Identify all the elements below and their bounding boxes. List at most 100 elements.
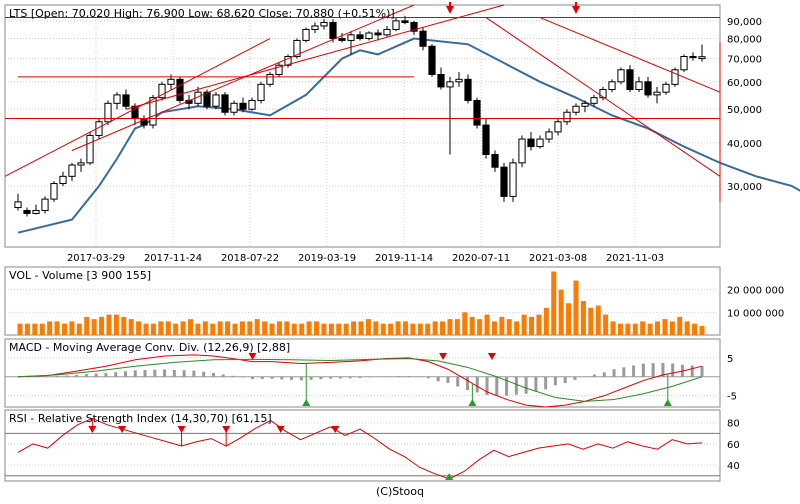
candle-body-down <box>221 94 229 113</box>
macd-sell-icon <box>439 353 448 360</box>
candle-body-up <box>365 32 373 40</box>
trend-line <box>485 17 721 177</box>
date-tick-label: 2017-03-29 <box>67 253 125 264</box>
price-x-axis: 2017-03-29 2017-11-24 2018-07-22 2019-03-19… <box>67 253 664 264</box>
candle <box>455 72 463 87</box>
candle-body-up <box>293 39 301 57</box>
volume-bar <box>529 316 534 335</box>
rsi-tick-label: 40 <box>727 461 740 472</box>
volume-bar <box>343 323 349 335</box>
candle <box>59 171 67 187</box>
volume-bar <box>113 314 119 335</box>
candle <box>122 89 130 110</box>
candle <box>617 67 625 85</box>
rsi-buy-icon <box>445 473 454 480</box>
macd-histogram-bar <box>104 373 108 377</box>
candle-body-down <box>203 91 211 107</box>
macd-histogram-bar <box>641 363 645 377</box>
macd-panel: 5 -5 MACD - Moving Average Conv. Div. (12… <box>4 338 737 408</box>
macd-histogram-bar <box>495 376 499 396</box>
price-tick-label: 70,000 <box>727 55 762 66</box>
volume-panel: 20 000 000 10 000 000 VOL - Volume [3 900… <box>4 266 784 336</box>
candle <box>257 81 265 104</box>
candle-body-up <box>536 138 544 148</box>
candle <box>581 100 589 113</box>
candle-body-up <box>698 56 706 60</box>
volume-bar <box>432 321 438 335</box>
macd-lines <box>17 354 703 408</box>
macd-histogram-bar <box>573 376 577 380</box>
volume-bar <box>195 323 201 335</box>
candle-body-up <box>275 64 283 75</box>
candle-body-up <box>545 131 553 140</box>
rsi-y-axis: 80 60 40 <box>727 419 740 472</box>
volume-bar <box>499 316 505 335</box>
volume-bar <box>321 323 327 335</box>
macd-histogram-bar <box>583 376 587 378</box>
volume-bar <box>558 289 564 335</box>
date-tick-label: 2017-11-24 <box>144 253 202 264</box>
candle-body-up <box>347 34 355 41</box>
candle-body-down <box>122 94 130 107</box>
macd-histogram-bar <box>36 376 40 378</box>
macd-histogram-bar <box>651 363 655 377</box>
macd-signal-line <box>17 358 703 402</box>
candle-body-up <box>446 81 454 88</box>
candle <box>275 62 283 77</box>
candle <box>32 204 40 215</box>
candle <box>464 74 472 104</box>
volume-bar <box>299 323 305 335</box>
candle-body-down <box>176 78 184 101</box>
volume-bar <box>588 307 594 335</box>
sell-arrow-icon <box>446 6 454 14</box>
candle-body-up <box>212 94 220 107</box>
volume-bar <box>202 321 208 335</box>
candle-body-down <box>329 22 337 40</box>
volume-bar <box>521 314 527 335</box>
candle-body-up <box>671 69 679 85</box>
volume-bar <box>24 323 30 335</box>
candle-body-up <box>248 99 256 110</box>
volume-bar <box>640 321 646 335</box>
macd-histogram-bar <box>192 370 196 377</box>
candle-body-up <box>32 209 40 214</box>
volume-bar <box>269 323 275 335</box>
date-tick-label: 2021-11-03 <box>606 253 664 264</box>
candle <box>104 100 112 126</box>
price-tick-label: 60,000 <box>727 78 762 89</box>
candle-body-up <box>68 164 76 177</box>
volume-bar <box>662 319 668 335</box>
candle <box>230 100 238 116</box>
volume-bar <box>336 323 342 335</box>
macd-histogram-bar <box>172 369 176 377</box>
volume-bar <box>373 321 379 335</box>
candle <box>86 131 94 166</box>
price-tick-label: 80,000 <box>727 35 762 46</box>
candle <box>689 52 697 61</box>
candle <box>329 19 337 43</box>
volume-bar <box>61 323 67 335</box>
candle <box>635 76 643 93</box>
candle-body-up <box>509 162 517 197</box>
volume-bar <box>462 312 468 335</box>
macd-histogram-bar <box>211 373 215 377</box>
volume-bar <box>39 323 45 335</box>
volume-bar <box>314 321 320 335</box>
macd-histogram-bar <box>231 375 235 377</box>
rsi-markers <box>88 418 454 480</box>
candle-body-up <box>284 55 292 66</box>
candle-body-down <box>491 153 499 168</box>
price-markers <box>446 2 580 14</box>
candle <box>68 162 76 182</box>
volume-bar <box>210 323 216 335</box>
volume-bar <box>284 321 290 335</box>
candle <box>527 131 535 151</box>
volume-bar <box>625 323 631 335</box>
volume-bar <box>106 314 112 335</box>
candle <box>212 92 220 110</box>
volume-bar <box>247 321 253 335</box>
macd-histogram-bar <box>593 374 597 377</box>
candle-body-up <box>653 91 661 96</box>
candle <box>158 81 166 101</box>
volume-bar <box>573 280 579 335</box>
